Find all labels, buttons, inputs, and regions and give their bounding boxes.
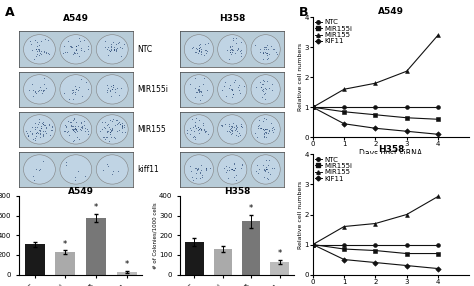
Ellipse shape: [60, 75, 92, 104]
Bar: [242, 221, 260, 275]
Ellipse shape: [184, 115, 213, 144]
Ellipse shape: [251, 115, 280, 144]
Title: A549: A549: [68, 187, 93, 196]
Ellipse shape: [24, 75, 55, 104]
Y-axis label: Relative cell numbers: Relative cell numbers: [298, 180, 303, 249]
Ellipse shape: [24, 155, 55, 184]
Title: H358: H358: [378, 145, 404, 154]
Ellipse shape: [24, 35, 55, 64]
Bar: [117, 272, 137, 275]
Ellipse shape: [218, 115, 247, 144]
Ellipse shape: [24, 115, 55, 144]
Bar: [86, 218, 106, 275]
Ellipse shape: [60, 115, 92, 144]
Y-axis label: Relative cell numbers: Relative cell numbers: [298, 43, 303, 111]
Bar: [55, 253, 75, 275]
Ellipse shape: [218, 75, 247, 104]
Ellipse shape: [251, 155, 280, 184]
Ellipse shape: [251, 35, 280, 64]
Text: MIR155i: MIR155i: [137, 85, 168, 94]
Text: *: *: [94, 203, 98, 212]
Bar: [185, 242, 204, 275]
Ellipse shape: [96, 75, 128, 104]
Ellipse shape: [184, 35, 213, 64]
X-axis label: Days post siRNA: Days post siRNA: [359, 149, 423, 158]
Title: H358: H358: [224, 187, 250, 196]
Ellipse shape: [251, 75, 280, 104]
Bar: [214, 249, 232, 275]
Ellipse shape: [60, 35, 92, 64]
Ellipse shape: [184, 75, 213, 104]
Text: *: *: [125, 260, 129, 269]
Text: A: A: [5, 6, 14, 19]
Legend: NTC, MIR155i, MIR155, KIF11: NTC, MIR155i, MIR155, KIF11: [314, 156, 353, 182]
Text: NTC: NTC: [137, 45, 153, 54]
Text: MIR155: MIR155: [137, 125, 166, 134]
Text: H358: H358: [219, 14, 246, 23]
Text: B: B: [299, 6, 308, 19]
Text: kiff11: kiff11: [137, 165, 159, 174]
Title: A549: A549: [378, 7, 404, 16]
Ellipse shape: [218, 155, 247, 184]
Legend: NTC, MIR155i, MIR155, KIF11: NTC, MIR155i, MIR155, KIF11: [314, 19, 353, 45]
Ellipse shape: [60, 155, 92, 184]
Text: *: *: [277, 249, 282, 258]
Y-axis label: # of Colonies/1000 cells: # of Colonies/1000 cells: [153, 202, 157, 269]
Bar: [270, 262, 289, 275]
Ellipse shape: [96, 35, 128, 64]
Ellipse shape: [96, 155, 128, 184]
Text: *: *: [249, 204, 253, 213]
Ellipse shape: [96, 115, 128, 144]
Ellipse shape: [184, 155, 213, 184]
Text: A549: A549: [63, 14, 89, 23]
Text: *: *: [63, 240, 67, 249]
Ellipse shape: [218, 35, 247, 64]
Bar: [25, 244, 45, 275]
